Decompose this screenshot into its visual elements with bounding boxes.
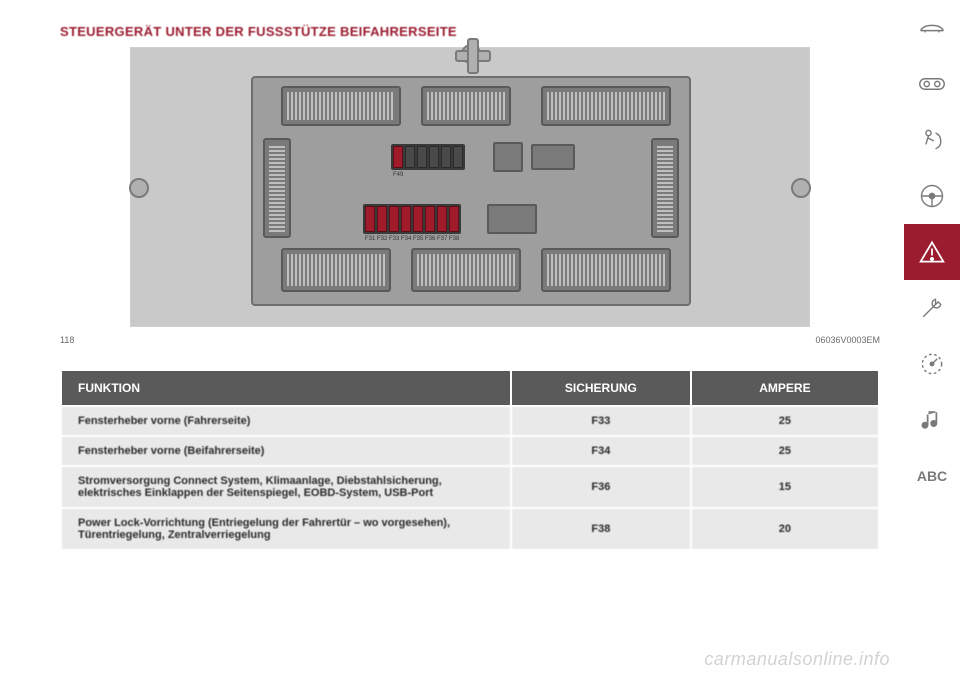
cell-fuse: F36 (511, 466, 691, 508)
fuse-row-top (391, 144, 465, 170)
table-header-row: FUNKTION SICHERUNG AMPERE (61, 370, 879, 406)
abc-icon: ABC (904, 448, 960, 504)
table-row: Stromversorgung Connect System, Klimaanl… (61, 466, 879, 508)
cell-fuse: F33 (511, 406, 691, 436)
cell-amp: 25 (691, 406, 879, 436)
table-row: Power Lock-Vorrichtung (Entriegelung der… (61, 508, 879, 550)
fuse-label: F49 (393, 172, 403, 178)
dashboard-icon (904, 56, 960, 112)
cell-amp: 15 (691, 466, 879, 508)
cell-amp: 20 (691, 508, 879, 550)
page: ABC STEUERGERÄT UNTER DER FUSSSTÜTZE BEI… (0, 0, 960, 678)
music-icon (904, 392, 960, 448)
airbag-icon (904, 112, 960, 168)
connector (541, 248, 671, 292)
connector (421, 86, 511, 126)
connector (411, 248, 521, 292)
cell-fn: Stromversorgung Connect System, Klimaanl… (61, 466, 511, 508)
fuse-label: F34 (401, 236, 411, 242)
page-title: STEUERGERÄT UNTER DER FUSSSTÜTZE BEIFAHR… (60, 24, 880, 39)
fuse-row-bottom (363, 204, 461, 234)
fusebox-figure: F49 F31 F32 F33 F34 F35 F36 F37 F38 (130, 47, 810, 327)
fuse-label: F31 (365, 236, 375, 242)
col-sicherung: SICHERUNG (511, 370, 691, 406)
connector (541, 86, 671, 126)
mount-hole-icon (791, 178, 811, 198)
warning-icon (904, 224, 960, 280)
fuse-label: F32 (377, 236, 387, 242)
figure-caption: 118 06036V0003EM (60, 335, 880, 345)
col-funktion: FUNKTION (61, 370, 511, 406)
car-icon (904, 0, 960, 56)
cell-fn: Fensterheber vorne (Fahrerseite) (61, 406, 511, 436)
wrench-icon (904, 280, 960, 336)
sidebar: ABC (904, 0, 960, 678)
col-ampere: AMPERE (691, 370, 879, 406)
fuse-label: F35 (413, 236, 423, 242)
connector (281, 248, 391, 292)
fuse-label: F36 (425, 236, 435, 242)
relay (487, 204, 537, 234)
table-row: Fensterheber vorne (Fahrerseite) F33 25 (61, 406, 879, 436)
cell-amp: 25 (691, 436, 879, 466)
content: STEUERGERÄT UNTER DER FUSSSTÜTZE BEIFAHR… (60, 24, 880, 551)
cell-fuse: F34 (511, 436, 691, 466)
cell-fn: Fensterheber vorne (Beifahrerseite) (61, 436, 511, 466)
figure-number: 118 (60, 335, 74, 345)
connector (281, 86, 401, 126)
connector (651, 138, 679, 238)
fuse-label: F38 (449, 236, 459, 242)
relay (493, 142, 523, 172)
cell-fuse: F38 (511, 508, 691, 550)
cell-fn: Power Lock-Vorrichtung (Entriegelung der… (61, 508, 511, 550)
watermark: carmanualsonline.info (704, 649, 890, 670)
steering-wheel-icon (904, 168, 960, 224)
gauge-icon (904, 336, 960, 392)
fuse-table: FUNKTION SICHERUNG AMPERE Fensterheber v… (60, 369, 880, 551)
table-row: Fensterheber vorne (Beifahrerseite) F34 … (61, 436, 879, 466)
mount-tab-icon (461, 44, 481, 64)
figure-code: 06036V0003EM (815, 335, 880, 345)
connector (263, 138, 291, 238)
mount-hole-icon (129, 178, 149, 198)
fuse-label: F33 (389, 236, 399, 242)
fuse-label: F37 (437, 236, 447, 242)
relay (531, 144, 575, 170)
